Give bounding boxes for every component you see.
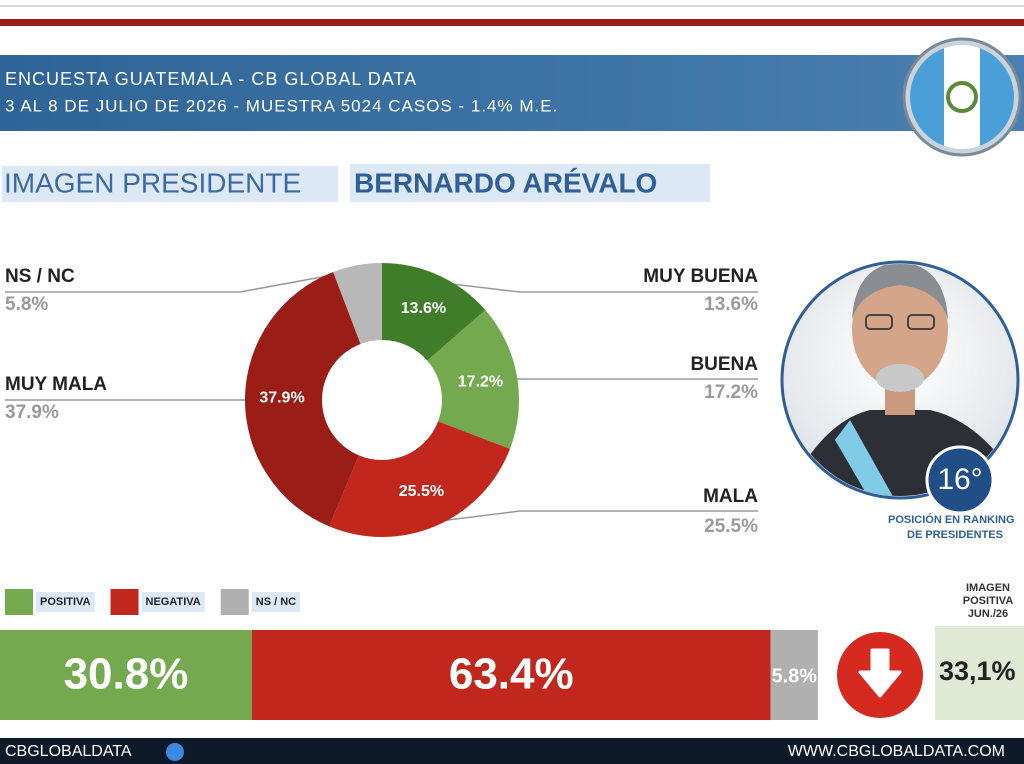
slice-value: 37.9% bbox=[5, 402, 59, 423]
slice-value: 5.8% bbox=[5, 294, 48, 315]
bar-segment bbox=[251, 630, 771, 720]
title: IMAGEN PRESIDENTE bbox=[4, 167, 301, 198]
rank-caption: DE PRESIDENTES bbox=[907, 529, 1003, 541]
donut-slice bbox=[427, 310, 519, 449]
footer-right: WWW.CBGLOBALDATA.COM bbox=[788, 743, 1005, 760]
prev-box bbox=[935, 626, 1024, 720]
legend-bg bbox=[251, 592, 301, 612]
header-line: 3 AL 8 DE JULIO DE 2026 - MUESTRA 5024 C… bbox=[5, 96, 558, 115]
bar-value-label: 5.8% bbox=[772, 665, 818, 687]
leader bbox=[434, 281, 758, 293]
title-bg bbox=[2, 166, 338, 202]
top-band bbox=[0, 19, 1024, 26]
header-band bbox=[0, 55, 1024, 131]
bar-segment bbox=[770, 630, 818, 720]
flag bbox=[902, 37, 1022, 157]
portrait bbox=[780, 260, 1020, 500]
slice-inner-label: 17.2% bbox=[458, 374, 503, 391]
slice-inner-label: 37.9% bbox=[259, 390, 304, 407]
header-line: ENCUESTA GUATEMALA - CB GLOBAL DATA bbox=[5, 69, 417, 89]
legend-swatch bbox=[220, 589, 249, 615]
footer-left: CBGLOBALDATA bbox=[5, 743, 132, 760]
legend-bg bbox=[36, 592, 95, 612]
slice-label: MALA bbox=[703, 486, 758, 507]
prev-heading: IMAGEN bbox=[966, 582, 1010, 594]
donut-slice bbox=[329, 421, 511, 537]
legend-label: POSITIVA bbox=[40, 596, 91, 608]
legend-swatch bbox=[5, 589, 33, 615]
legend-swatch bbox=[110, 589, 139, 615]
slice-label: MUY MALA bbox=[5, 374, 107, 395]
legend-label: NS / NC bbox=[256, 596, 296, 608]
slice-inner-label: 13.6% bbox=[401, 300, 446, 317]
slice-label: BUENA bbox=[690, 354, 758, 375]
rank-position: 16° bbox=[937, 463, 982, 496]
title-name: BERNARDO ARÉVALO bbox=[354, 167, 657, 198]
donut-slice bbox=[333, 263, 382, 344]
slice-value: 25.5% bbox=[704, 516, 758, 537]
slice-inner-label: 25.5% bbox=[399, 483, 444, 500]
slice-value: 13.6% bbox=[704, 294, 758, 315]
trend-arrow bbox=[858, 648, 902, 698]
prev-heading: JUN./26 bbox=[968, 608, 1008, 620]
legend-label: NEGATIVA bbox=[146, 596, 201, 608]
donut-slice bbox=[244, 271, 361, 527]
rank-caption: POSICIÓN EN RANKING bbox=[888, 513, 1015, 526]
leader bbox=[431, 510, 758, 523]
title-bg bbox=[350, 164, 710, 202]
bar-value-label: 63.4% bbox=[449, 650, 574, 699]
slice-value: 17.2% bbox=[704, 382, 758, 403]
prev-heading: POSITIVA bbox=[963, 595, 1014, 607]
verified-icon bbox=[166, 743, 184, 761]
prev-value: 33,1% bbox=[939, 656, 1016, 686]
slice-label: MUY BUENA bbox=[643, 266, 758, 287]
rank-badge bbox=[925, 445, 995, 515]
bar-segment bbox=[0, 630, 252, 720]
legend-bg bbox=[141, 592, 205, 612]
bar-value-label: 30.8% bbox=[64, 650, 189, 699]
donut-slice bbox=[382, 263, 486, 361]
leader bbox=[5, 269, 361, 293]
slice-label: NS / NC bbox=[5, 266, 75, 287]
